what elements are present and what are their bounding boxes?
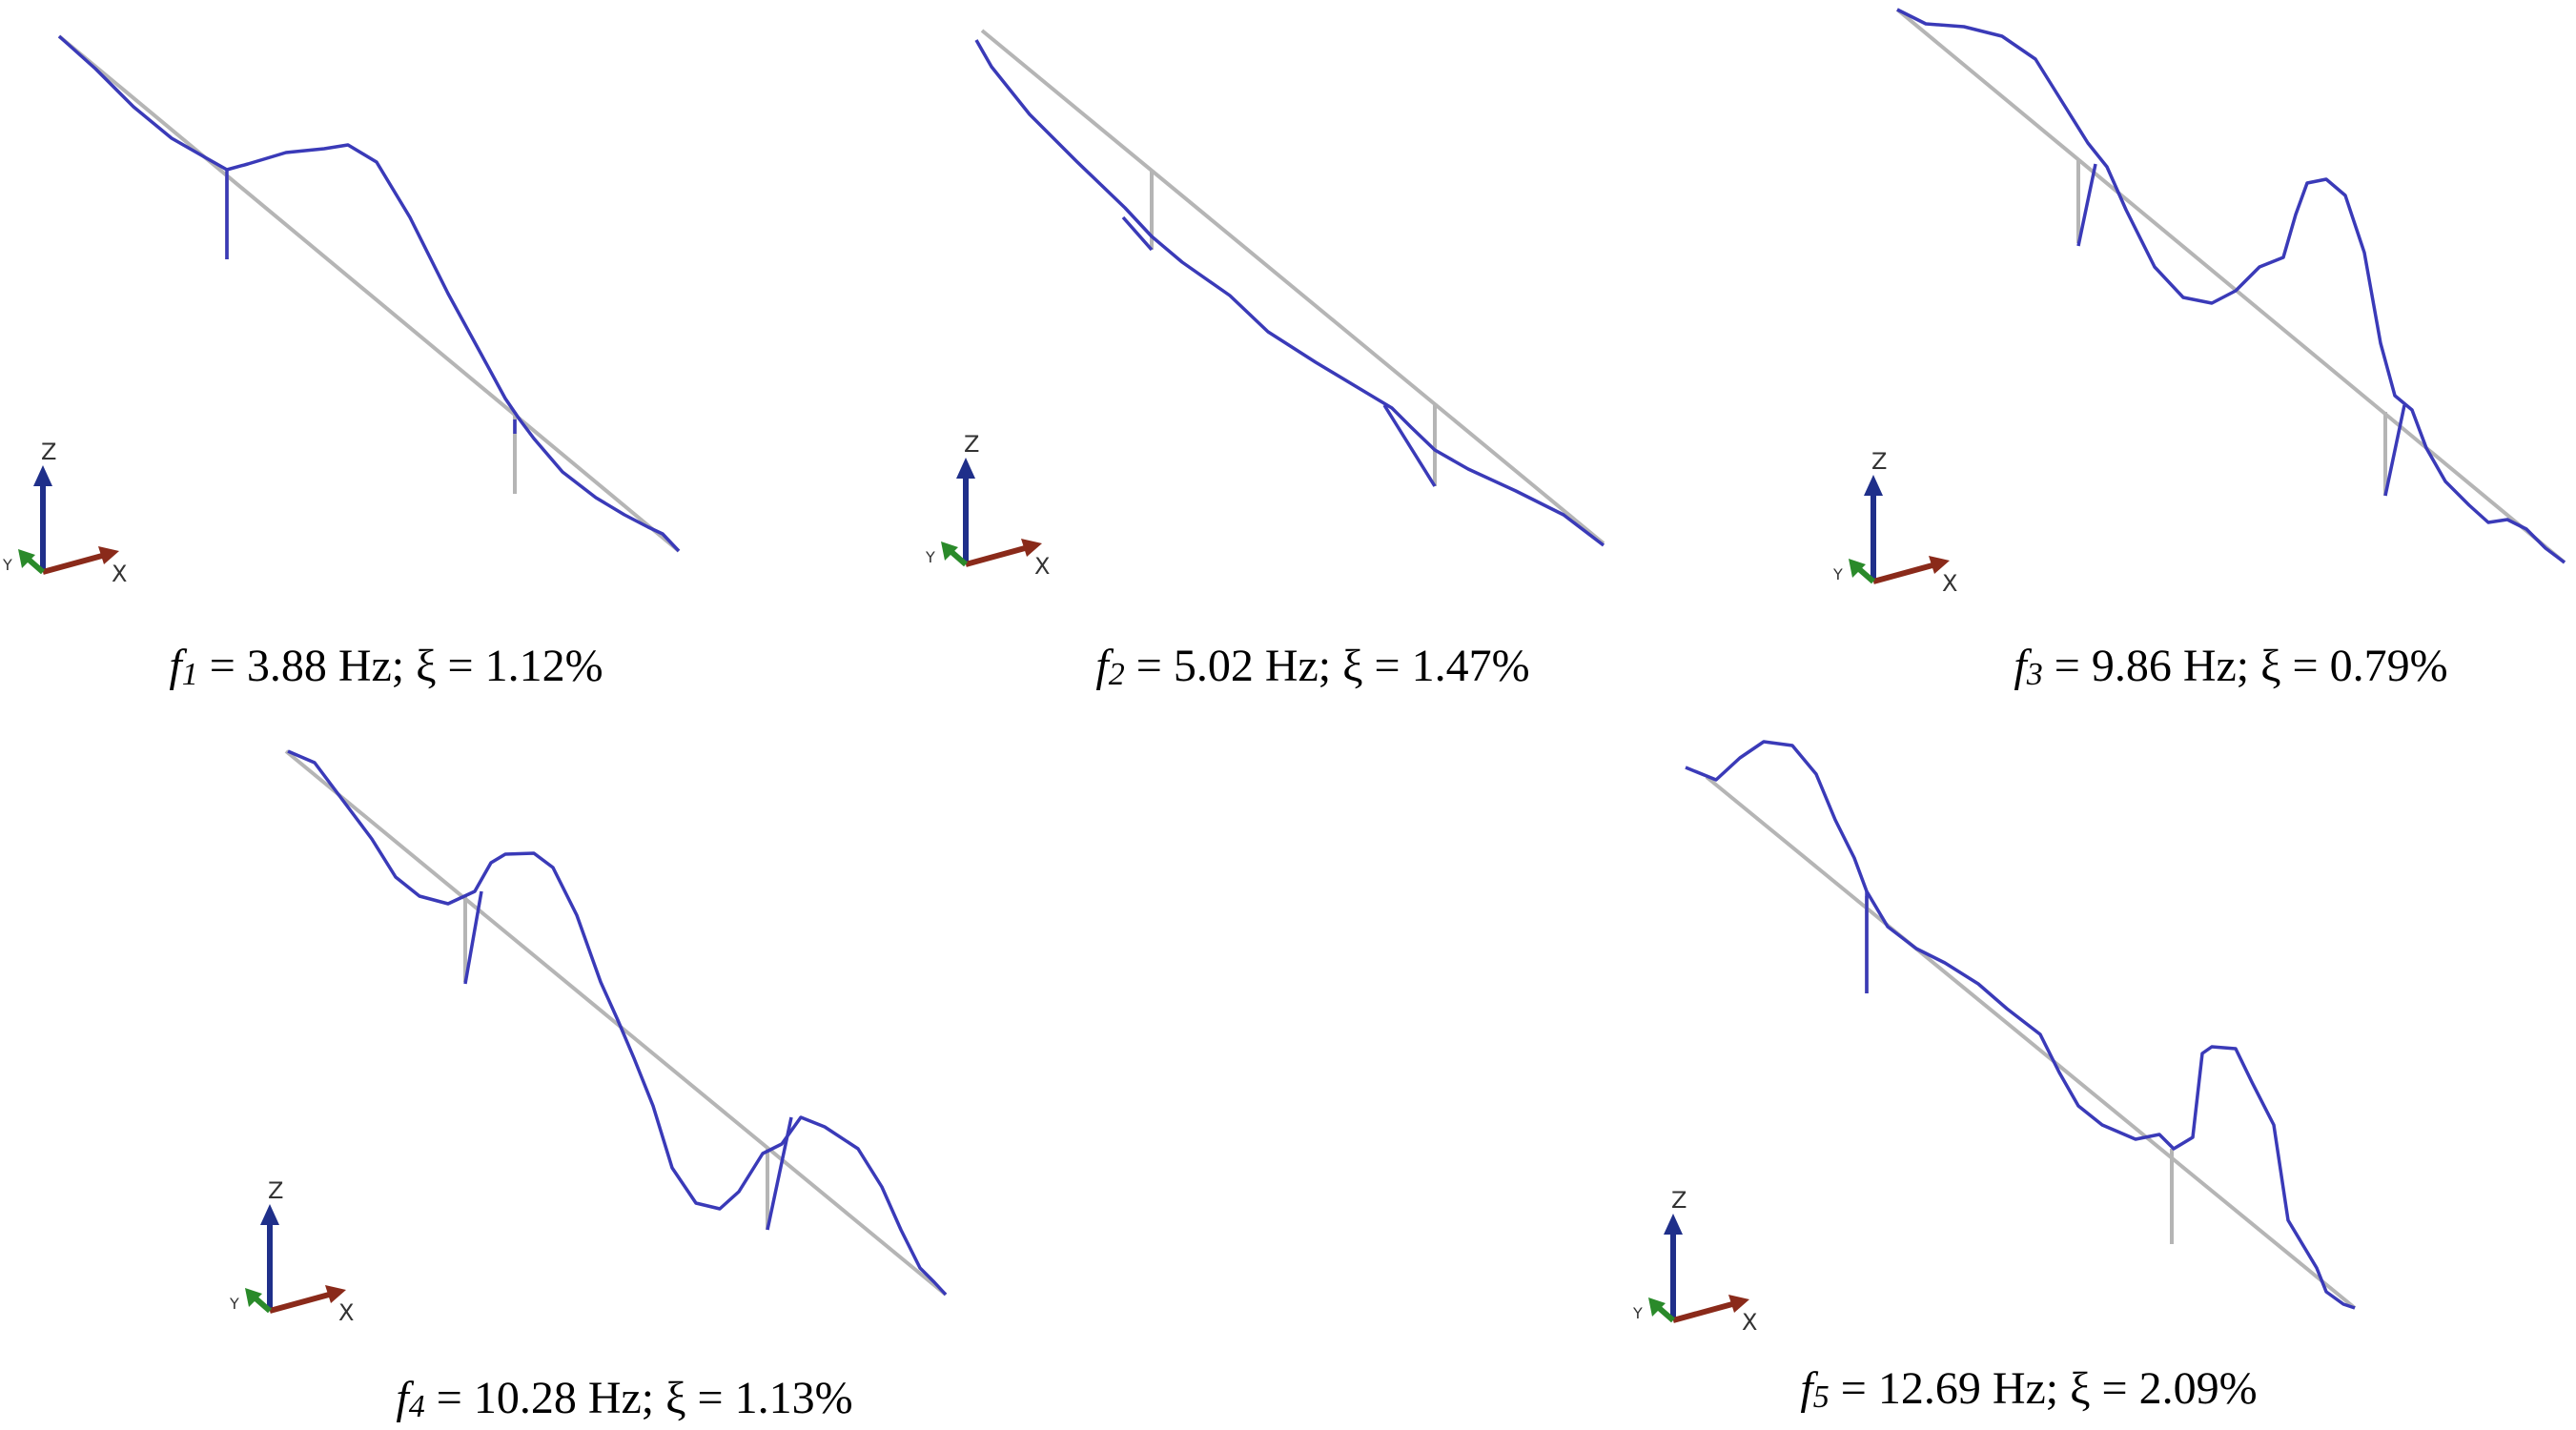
- x-axis-label: X: [338, 1299, 354, 1326]
- y-axis-label: Y: [229, 1295, 239, 1313]
- caption-mode-4: f4 = 10.28 Hz; ξ = 1.13%: [396, 1373, 853, 1424]
- mode-index: 4: [408, 1389, 425, 1424]
- z-axis-label: Z: [268, 1177, 283, 1204]
- mode-index: 2: [1108, 657, 1125, 692]
- panel-mode-5: [1685, 740, 2357, 1310]
- frequency-symbol: f: [1095, 641, 1109, 691]
- x-axis-label: X: [1742, 1309, 1757, 1336]
- z-axis-label: Z: [41, 439, 56, 465]
- mode-shape-pier: [2076, 163, 2097, 247]
- panel-mode-2: [974, 29, 1605, 547]
- z-axis-label: Z: [964, 431, 979, 458]
- x-axis-label: X: [1034, 553, 1050, 580]
- mode-values: = 10.28 Hz; ξ = 1.13%: [424, 1373, 853, 1423]
- axis-triad: Z X Y: [925, 431, 1050, 580]
- caption-mode-2: f2 = 5.02 Hz; ξ = 1.47%: [1095, 641, 1530, 692]
- mode-index: 3: [2026, 657, 2043, 692]
- mode-index: 1: [181, 657, 198, 692]
- mode-index: 5: [1812, 1379, 1830, 1415]
- mode-values: = 5.02 Hz; ξ = 1.47%: [1124, 641, 1530, 691]
- undeformed-deck-line: [980, 29, 1605, 545]
- caption-mode-1: f1 = 3.88 Hz; ξ = 1.12%: [169, 641, 603, 692]
- axis-triad: Z X Y: [1632, 1187, 1757, 1336]
- axis-triad: Z X Y: [229, 1177, 354, 1326]
- panel-mode-4: [284, 749, 948, 1297]
- mode-shape-curve: [1685, 740, 2356, 1310]
- mode-values: = 3.88 Hz; ξ = 1.12%: [197, 641, 603, 691]
- y-axis-label: Y: [1632, 1304, 1643, 1322]
- panel-mode-3: [1895, 8, 2566, 564]
- frequency-symbol: f: [169, 641, 182, 691]
- mode-values: = 12.69 Hz; ξ = 2.09%: [1829, 1363, 2258, 1414]
- mode-shape-pier: [463, 890, 483, 985]
- mode-values: = 9.86 Hz; ξ = 0.79%: [2042, 641, 2448, 691]
- caption-mode-5: f5 = 12.69 Hz; ξ = 2.09%: [1800, 1363, 2258, 1415]
- y-axis-label: Y: [925, 548, 935, 566]
- undeformed-deck-line: [284, 749, 948, 1297]
- mode-shape-curve: [974, 39, 1605, 547]
- z-axis-label: Z: [1671, 1187, 1687, 1214]
- undeformed-deck-line: [1705, 775, 2357, 1310]
- mode-shape-pier: [2383, 404, 2406, 497]
- undeformed-deck-line: [57, 34, 681, 553]
- mode-shape-curve: [1896, 8, 2566, 564]
- y-axis-label: Y: [1832, 565, 1843, 583]
- frequency-symbol: f: [2014, 641, 2027, 691]
- mode-shape-pier: [1121, 215, 1154, 252]
- mode-shape-pier: [766, 1116, 793, 1231]
- undeformed-deck-line: [1895, 8, 2566, 564]
- axis-triad: Z X Y: [1832, 448, 1957, 597]
- y-axis-label: Y: [2, 556, 12, 574]
- mode-shape-curve: [57, 34, 681, 553]
- caption-mode-3: f3 = 9.86 Hz; ξ = 0.79%: [2014, 641, 2448, 692]
- panel-mode-1: [57, 34, 681, 553]
- mode-shape-curve: [287, 749, 948, 1297]
- frequency-symbol: f: [1800, 1363, 1813, 1414]
- mode-shape-pier: [1382, 404, 1437, 487]
- x-axis-label: X: [112, 561, 127, 587]
- axis-triad: Z X Y: [2, 439, 127, 587]
- x-axis-label: X: [1942, 570, 1957, 597]
- z-axis-label: Z: [1871, 448, 1887, 475]
- frequency-symbol: f: [396, 1373, 409, 1423]
